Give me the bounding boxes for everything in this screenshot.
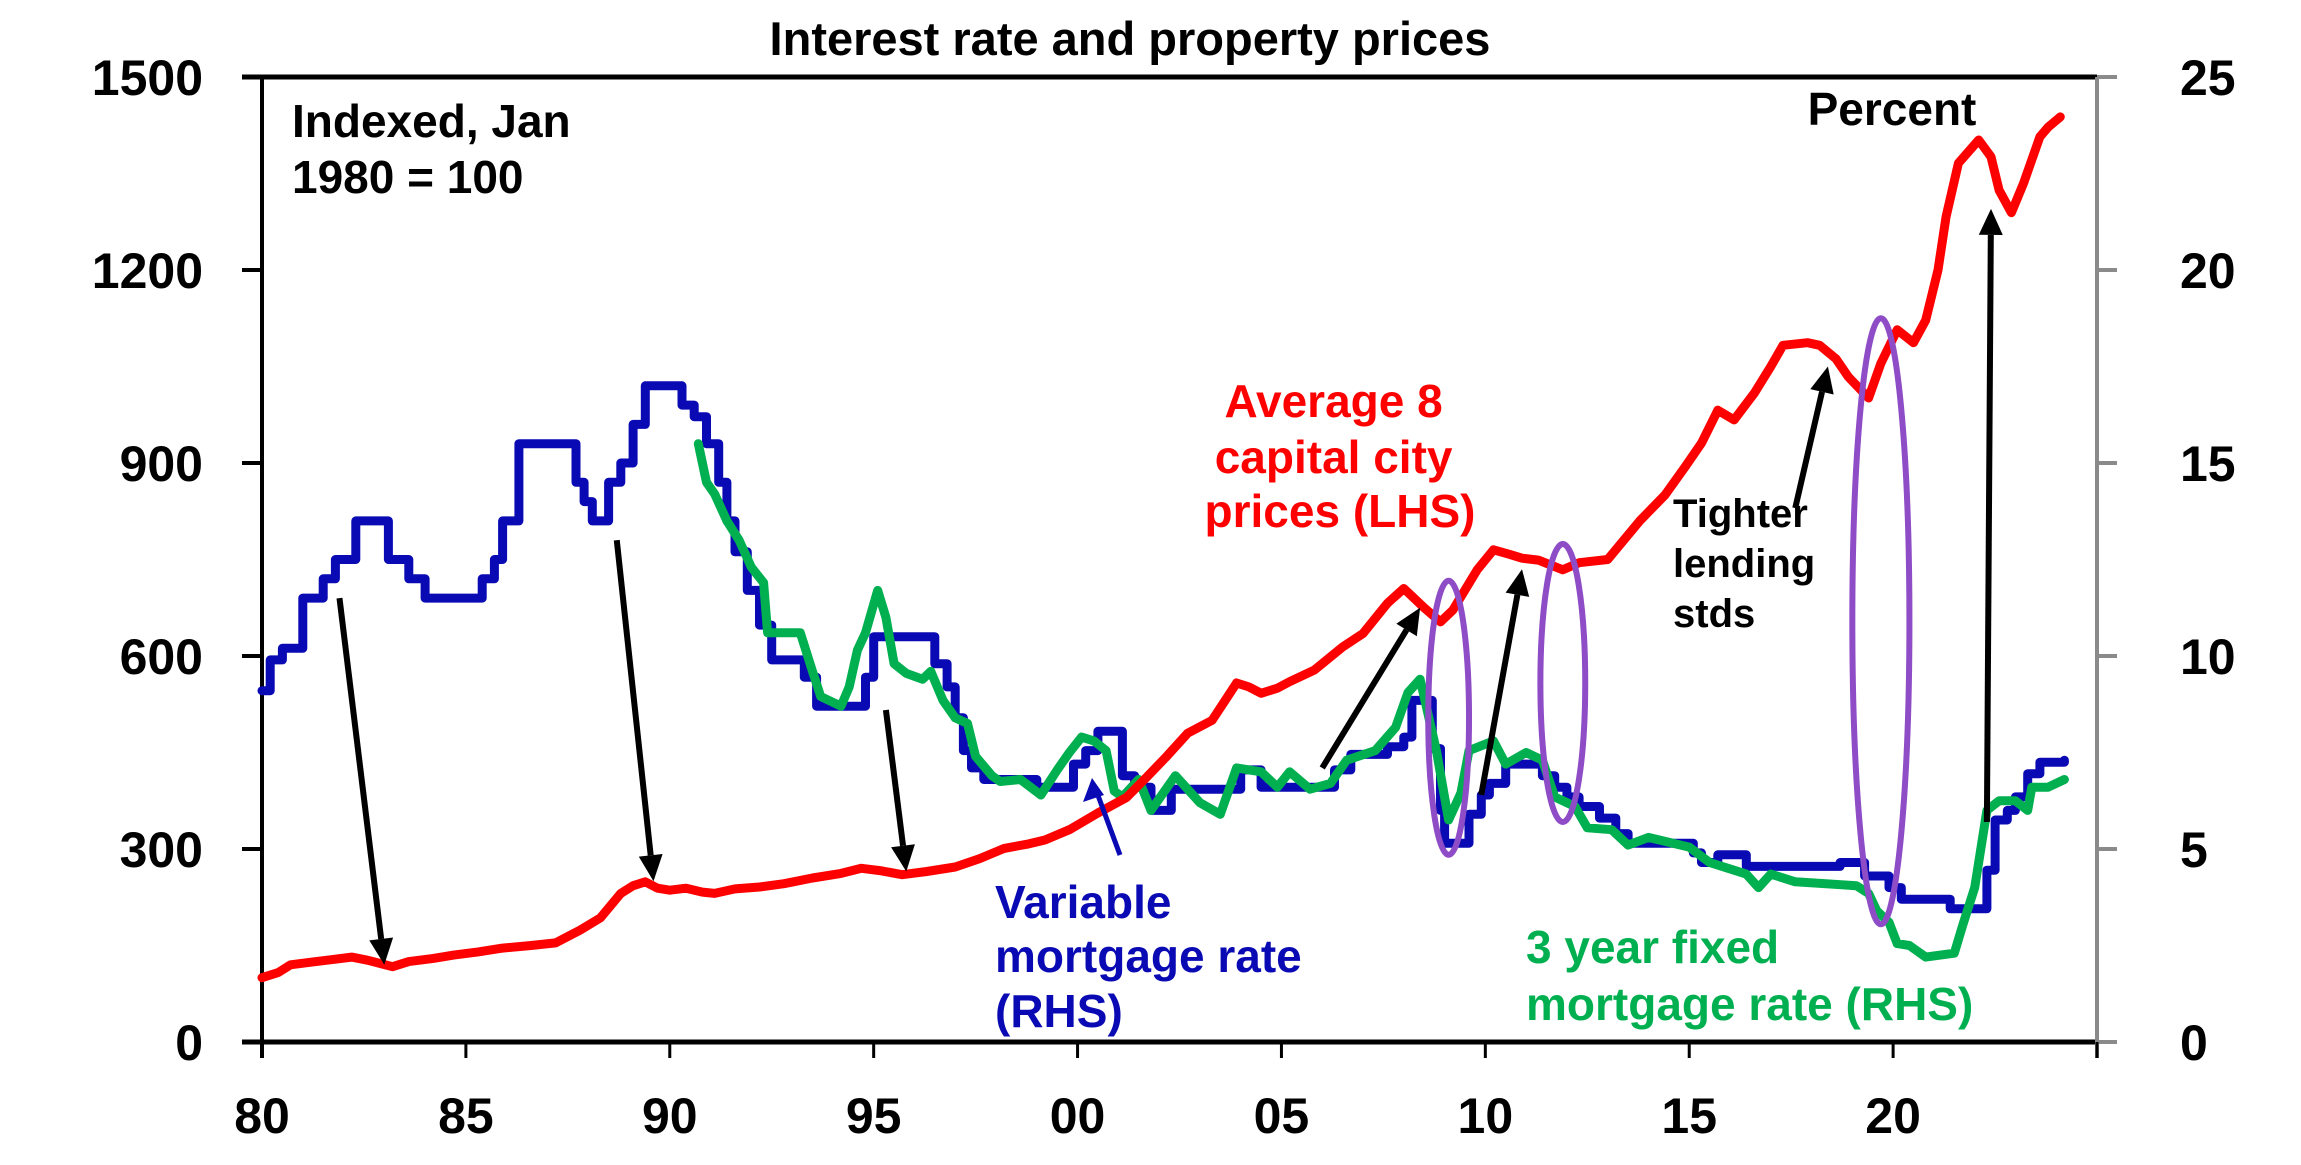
highlight-ellipse bbox=[1537, 541, 1589, 825]
annotation-arrows bbox=[336, 208, 2003, 965]
left-axis-note-line: 1980 = 100 bbox=[292, 151, 524, 203]
x-tick-label: 15 bbox=[1661, 1088, 1717, 1144]
fixed-rate-label-line: mortgage rate (RHS) bbox=[1526, 978, 1973, 1030]
annotation-arrowhead bbox=[369, 937, 394, 965]
x-tick-label: 00 bbox=[1050, 1088, 1106, 1144]
price-index-line bbox=[257, 112, 2065, 983]
highlight-ellipse bbox=[1425, 577, 1473, 858]
annotation-arrow bbox=[613, 539, 654, 856]
left-tick-label: 900 bbox=[120, 436, 203, 492]
right-tick-label: 25 bbox=[2180, 50, 2236, 106]
annotation-arrowhead bbox=[1810, 366, 1834, 395]
annotation-arrowhead bbox=[891, 844, 915, 872]
left-axis-note-line: Indexed, Jan bbox=[292, 95, 571, 147]
price-series-label-line: prices (LHS) bbox=[1205, 485, 1476, 537]
left-axis-ticks: 0 300 600 900 1200 1500 bbox=[92, 50, 262, 1071]
left-tick-label: 600 bbox=[120, 629, 203, 685]
fixed-rate-label: 3 year fixed mortgage rate (RHS) bbox=[1526, 921, 1973, 1030]
tighter-lending-note: Tighter lending stds bbox=[1673, 492, 1826, 636]
x-tick-label: 95 bbox=[846, 1088, 902, 1144]
x-tick-label: 85 bbox=[438, 1088, 494, 1144]
left-tick-label: 1500 bbox=[92, 50, 203, 106]
x-axis-ticks: 80 85 90 95 00 05 10 15 20 bbox=[234, 1042, 2099, 1144]
variable-rate-pointer-arrowhead bbox=[1083, 778, 1104, 802]
right-tick-label: 0 bbox=[2180, 1015, 2208, 1071]
right-tick-label: 20 bbox=[2180, 243, 2236, 299]
left-axis-note: Indexed, Jan 1980 = 100 bbox=[292, 95, 583, 203]
fixed-rate-label-line: 3 year fixed bbox=[1526, 921, 1779, 973]
annotation-arrowhead bbox=[1396, 607, 1421, 637]
left-tick-label: 0 bbox=[175, 1015, 203, 1071]
right-tick-label: 5 bbox=[2180, 822, 2208, 878]
annotation-arrow bbox=[1478, 594, 1521, 796]
annotation-arrowhead bbox=[1505, 569, 1530, 597]
annotation-arrowhead bbox=[638, 854, 663, 882]
variable-rate-label-line: mortgage rate bbox=[995, 930, 1302, 982]
highlight-ellipse bbox=[1849, 315, 1913, 928]
annotation-arrow bbox=[882, 709, 907, 847]
variable-rate-label: Variable mortgage rate (RHS) bbox=[995, 876, 1315, 1037]
variable-rate-line bbox=[257, 381, 2069, 914]
tighter-lending-note-line: Tighter bbox=[1673, 492, 1808, 536]
right-tick-label: 15 bbox=[2180, 436, 2236, 492]
annotation-arrow bbox=[336, 597, 385, 940]
left-tick-label: 1200 bbox=[92, 243, 203, 299]
price-series-label-line: capital city bbox=[1215, 431, 1453, 483]
x-tick-label: 10 bbox=[1458, 1088, 1514, 1144]
variable-rate-label-line: (RHS) bbox=[995, 985, 1123, 1037]
tighter-lending-note-line: stds bbox=[1673, 592, 1755, 636]
axes bbox=[242, 74, 2099, 1058]
annotation-arrow bbox=[1319, 628, 1410, 770]
variable-rate-label-line: Variable bbox=[995, 876, 1171, 928]
variable-rate-pointer-arrow bbox=[1093, 789, 1123, 856]
x-tick-label: 90 bbox=[642, 1088, 698, 1144]
right-tick-label: 10 bbox=[2180, 629, 2236, 685]
annotation-arrowhead bbox=[1978, 208, 2003, 235]
x-tick-label: 80 bbox=[234, 1088, 290, 1144]
annotation-arrow bbox=[1792, 391, 1825, 509]
right-axis-note: Percent bbox=[1808, 83, 1977, 135]
x-tick-label: 05 bbox=[1254, 1088, 1310, 1144]
x-tick-label: 20 bbox=[1865, 1088, 1921, 1144]
tighter-lending-note-line: lending bbox=[1673, 542, 1815, 586]
annotation-arrow bbox=[1983, 234, 1994, 822]
right-axis-ticks: 0 5 10 15 20 25 bbox=[2097, 50, 2236, 1071]
price-series-label-line: Average 8 bbox=[1225, 375, 1443, 427]
left-tick-label: 300 bbox=[120, 822, 203, 878]
highlight-ellipses bbox=[1425, 315, 1913, 928]
chart-title: Interest rate and property prices bbox=[770, 12, 1491, 65]
price-series-label: Average 8 capital city prices (LHS) bbox=[1205, 375, 1476, 537]
